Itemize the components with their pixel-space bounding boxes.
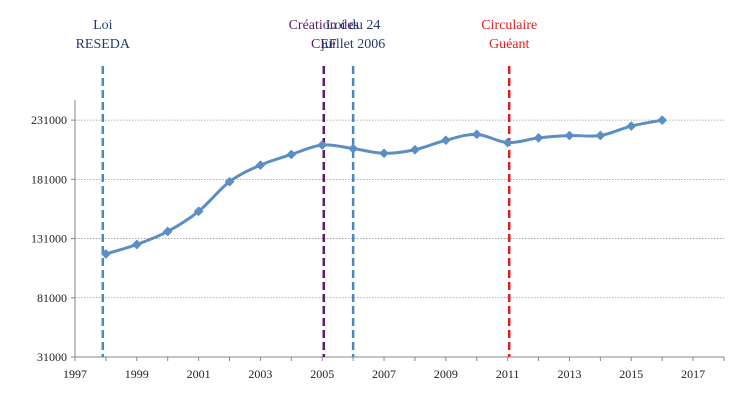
xtick-label: 1999 xyxy=(125,367,149,381)
ytick-label: 31000 xyxy=(37,350,67,364)
data-point-marker xyxy=(286,149,297,160)
ytick-label: 231000 xyxy=(31,113,67,127)
axes: 231000 181000 131000 81000 31000 1997 1999 2001… xyxy=(31,100,725,381)
xtick-label: 2005 xyxy=(310,367,334,381)
data-point-marker xyxy=(224,176,235,187)
data-point-marker xyxy=(471,129,482,140)
data-point-marker xyxy=(162,226,173,237)
xtick-label: 2013 xyxy=(557,367,581,381)
event-label: RESEDA xyxy=(76,37,131,52)
xtick-label: 2007 xyxy=(372,367,396,381)
data-point-marker xyxy=(348,143,359,154)
ytick-label: 181000 xyxy=(31,172,67,186)
xtick-label: 1997 xyxy=(63,367,87,381)
xtick-label: 2003 xyxy=(248,367,272,381)
data-point-marker xyxy=(533,132,544,143)
series xyxy=(100,115,668,259)
ytick-label: 131000 xyxy=(31,232,67,246)
xtick-label: 2001 xyxy=(187,367,211,381)
event-label: Loi du 24 xyxy=(326,18,380,33)
event-label: Création des xyxy=(289,18,359,33)
data-point-marker xyxy=(595,130,606,141)
data-point-marker xyxy=(379,148,390,159)
data-point-marker xyxy=(255,160,266,171)
event-label: Loi xyxy=(93,18,113,33)
event-label: juillet 2006 xyxy=(320,37,385,52)
ytick-label: 81000 xyxy=(37,291,67,305)
data-point-marker xyxy=(657,115,668,126)
data-point-marker xyxy=(131,239,142,250)
data-point-marker xyxy=(193,206,204,217)
annotations: Loi RESEDA Création des CEF Loi du 24 juillet… xyxy=(76,18,537,357)
data-point-marker xyxy=(317,140,328,150)
data-point-marker xyxy=(440,135,451,146)
data-point-marker xyxy=(564,130,575,141)
data-point-marker xyxy=(409,144,420,155)
event-label: Circulaire xyxy=(481,18,537,33)
data-point-marker xyxy=(626,121,637,132)
series-line xyxy=(104,118,664,256)
xtick-label: 2017 xyxy=(681,367,705,381)
event-label: CEF xyxy=(311,37,337,52)
xtick-label: 2011 xyxy=(496,367,520,381)
data-point-marker xyxy=(502,137,513,148)
xtick-label: 2009 xyxy=(434,367,458,381)
event-label: Guéant xyxy=(489,37,530,52)
gridlines xyxy=(75,119,724,299)
data-point-marker xyxy=(100,249,111,259)
xtick-label: 2015 xyxy=(619,367,643,381)
